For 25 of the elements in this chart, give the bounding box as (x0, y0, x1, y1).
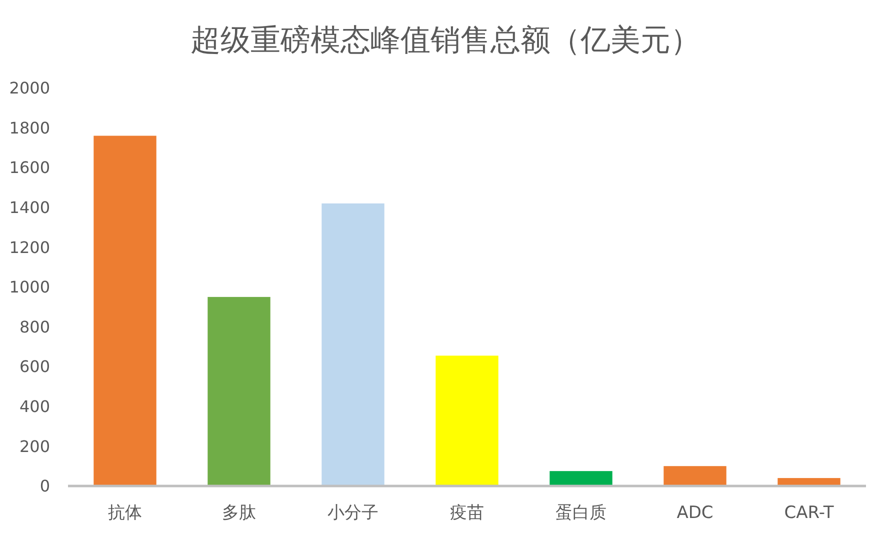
x-tick-label: 多肽 (222, 502, 256, 523)
bar (94, 136, 156, 486)
x-tick-label: 抗体 (108, 502, 142, 523)
bar (436, 356, 498, 486)
x-tick-label: ADC (676, 502, 714, 523)
x-tick-label: 蛋白质 (556, 502, 606, 523)
bar (322, 203, 384, 486)
bar (208, 296, 270, 486)
x-tick-label: CAR-T (784, 502, 834, 523)
x-tick-label: 小分子 (328, 502, 378, 523)
y-tick-label: 0 (40, 476, 50, 496)
y-tick-label: 1000 (9, 278, 50, 297)
bar (664, 466, 726, 486)
y-tick-label: 400 (19, 397, 50, 416)
y-tick-label: 1400 (9, 198, 50, 217)
y-tick-label: 1200 (9, 238, 50, 257)
bar (550, 471, 612, 486)
y-tick-label: 2000 (9, 78, 50, 98)
chart-title: 超级重磅模态峰值销售总额（亿美元） (190, 23, 700, 58)
y-tick-label: 1600 (9, 158, 50, 178)
x-tick-label: 疫苗 (450, 502, 484, 523)
y-tick-label: 800 (19, 317, 50, 336)
y-tick-label: 600 (19, 357, 50, 376)
y-tick-label: 1800 (9, 118, 50, 138)
y-tick-label: 200 (19, 436, 50, 456)
